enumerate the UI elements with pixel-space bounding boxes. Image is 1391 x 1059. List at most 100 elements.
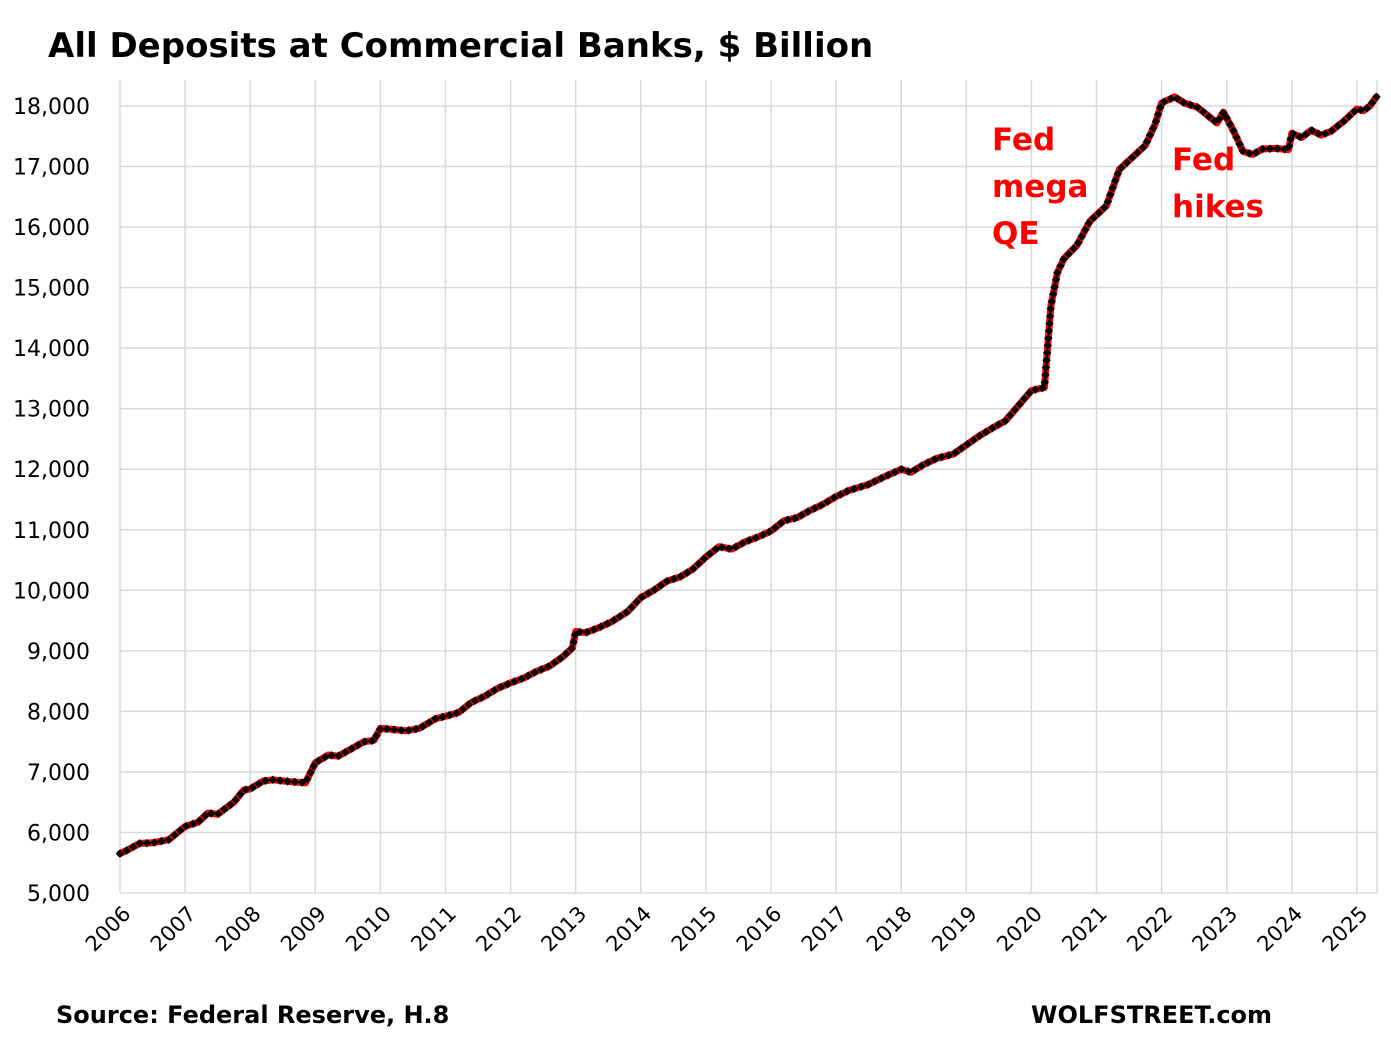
data-point-marker bbox=[669, 574, 679, 584]
data-point-marker bbox=[389, 725, 399, 734]
data-point-marker bbox=[731, 542, 741, 552]
data-point-marker bbox=[1041, 363, 1051, 372]
data-point-marker bbox=[1053, 268, 1062, 277]
data-point-marker bbox=[477, 693, 486, 702]
y-tick-label: 16,000 bbox=[13, 216, 90, 241]
data-point-marker bbox=[1056, 261, 1065, 271]
data-point-marker bbox=[724, 544, 734, 553]
data-point-marker bbox=[314, 756, 323, 766]
data-point-marker bbox=[751, 533, 761, 543]
data-point-marker bbox=[404, 726, 413, 735]
data-point-marker bbox=[650, 585, 659, 594]
data-point-marker bbox=[490, 686, 499, 695]
data-point-marker bbox=[829, 493, 839, 503]
grid bbox=[119, 80, 1378, 894]
data-point-marker bbox=[836, 490, 845, 499]
data-point-marker bbox=[937, 452, 946, 462]
data-point-marker bbox=[1050, 282, 1059, 292]
y-tick-label: 8,000 bbox=[27, 700, 90, 725]
data-point-marker bbox=[783, 515, 792, 525]
data-point-marker bbox=[1000, 416, 1010, 426]
y-tick-label: 9,000 bbox=[27, 640, 90, 665]
data-point-marker bbox=[261, 776, 270, 785]
data-point-marker bbox=[567, 644, 576, 654]
data-point-marker bbox=[582, 627, 592, 637]
x-tick-label: 2019 bbox=[927, 902, 982, 957]
data-point-marker bbox=[375, 724, 385, 734]
data-point-marker bbox=[744, 536, 754, 545]
data-point-marker bbox=[1047, 297, 1056, 306]
data-point-marker bbox=[1045, 311, 1055, 321]
data-point-marker bbox=[517, 674, 526, 684]
data-point-marker bbox=[1046, 304, 1055, 314]
data-point-marker bbox=[452, 708, 461, 718]
data-point-marker bbox=[543, 662, 553, 671]
data-point-marker bbox=[537, 665, 546, 674]
data-point-marker bbox=[981, 427, 991, 437]
data-point-marker bbox=[717, 542, 727, 552]
x-tick-label: 2011 bbox=[406, 902, 461, 957]
y-tick-label: 14,000 bbox=[13, 337, 90, 362]
data-point-marker bbox=[897, 465, 906, 474]
data-point-marker bbox=[957, 444, 966, 453]
data-point-marker bbox=[615, 612, 625, 621]
data-point-marker bbox=[1041, 370, 1050, 380]
data-point-marker bbox=[1010, 405, 1020, 415]
data-point-marker bbox=[963, 439, 972, 449]
data-point-marker bbox=[411, 724, 421, 734]
data-point-marker bbox=[622, 608, 631, 617]
data-point-marker bbox=[644, 589, 653, 598]
data-point-marker bbox=[464, 700, 473, 709]
x-tick-label: 2012 bbox=[471, 902, 526, 957]
data-point-marker bbox=[870, 477, 879, 486]
data-point-marker bbox=[306, 768, 315, 777]
data-point-marker bbox=[556, 654, 565, 663]
x-axis-ticks: 2006 2007 2008 2009 2010 2011 2012 2013 2014 2015… bbox=[81, 902, 1373, 957]
annotation-text: Fed bbox=[992, 122, 1055, 158]
y-tick-label: 12,000 bbox=[13, 458, 90, 483]
data-point-marker bbox=[662, 576, 672, 586]
x-tick-label: 2017 bbox=[797, 902, 852, 957]
data-point-marker bbox=[418, 722, 427, 731]
data-point-marker bbox=[424, 718, 434, 727]
y-tick-label: 13,000 bbox=[13, 398, 90, 423]
data-point-marker bbox=[1051, 275, 1061, 285]
data-point-marker bbox=[969, 435, 978, 445]
data-point-marker bbox=[372, 731, 381, 740]
data-point-marker bbox=[360, 737, 369, 746]
data-point-marker bbox=[431, 714, 440, 724]
x-tick-label: 2018 bbox=[862, 902, 917, 957]
x-tick-label: 2008 bbox=[211, 902, 266, 957]
annotation-text: QE bbox=[992, 216, 1040, 252]
x-tick-label: 2006 bbox=[81, 902, 136, 957]
data-point-marker bbox=[694, 559, 703, 568]
annotations: Fed mega QE Fed hikes bbox=[992, 122, 1264, 252]
y-axis-ticks: 5,000 6,000 7,000 8,000 9,000 10,000 11,000 12,… bbox=[13, 95, 90, 907]
y-tick-label: 15,000 bbox=[13, 277, 90, 302]
data-point-marker bbox=[275, 776, 285, 785]
y-tick-label: 7,000 bbox=[27, 761, 90, 786]
data-point-marker bbox=[682, 568, 692, 577]
data-point-marker bbox=[1048, 290, 1058, 299]
data-point-marker bbox=[589, 625, 599, 634]
data-point-marker bbox=[797, 510, 806, 520]
data-point-marker bbox=[823, 497, 832, 506]
data-point-marker bbox=[776, 518, 786, 528]
data-point-marker bbox=[302, 775, 312, 784]
y-tick-label: 5,000 bbox=[27, 882, 90, 907]
data-point-marker bbox=[320, 752, 330, 762]
data-point-marker bbox=[1043, 341, 1052, 350]
data-point-marker bbox=[458, 704, 468, 714]
data-point-marker bbox=[445, 710, 454, 720]
annotation-text: mega bbox=[992, 169, 1088, 205]
data-point-marker bbox=[569, 637, 578, 647]
x-tick-label: 2021 bbox=[1057, 902, 1112, 957]
data-point-marker bbox=[910, 465, 920, 475]
data-point-marker bbox=[930, 455, 939, 464]
data-point-marker bbox=[283, 777, 292, 786]
data-point-marker bbox=[711, 545, 720, 554]
data-point-marker bbox=[470, 696, 480, 706]
data-point-marker bbox=[523, 671, 533, 681]
data-point-marker bbox=[1042, 348, 1052, 358]
